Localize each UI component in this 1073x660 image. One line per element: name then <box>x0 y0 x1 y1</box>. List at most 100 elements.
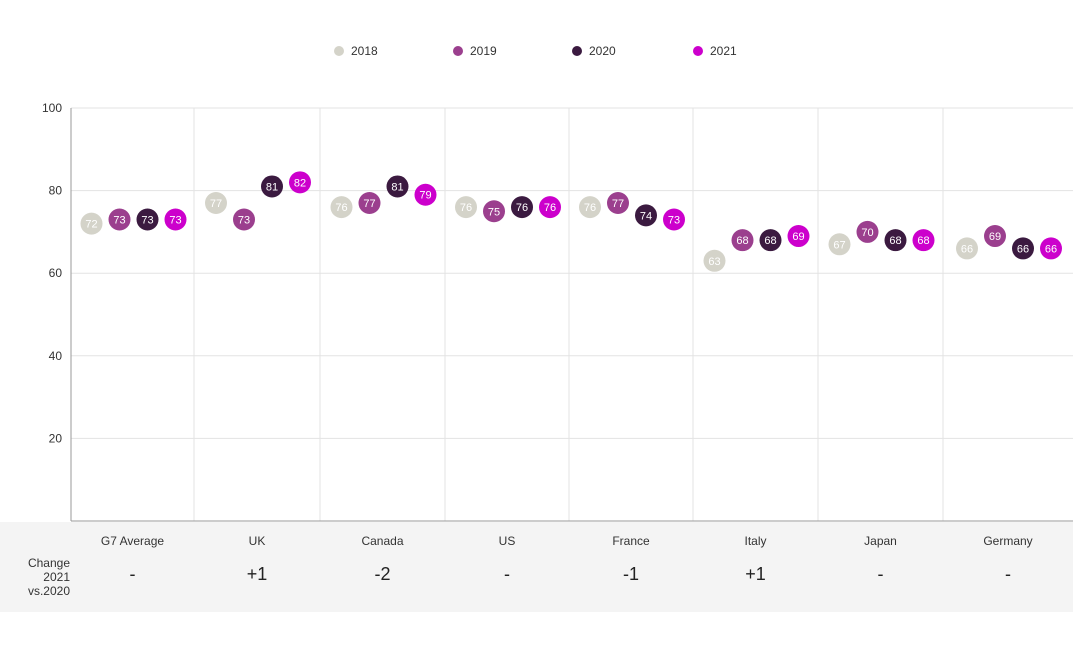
data-label: 73 <box>141 215 153 227</box>
data-label: 67 <box>833 239 845 251</box>
legend-item: 2020 <box>572 44 616 58</box>
data-point <box>108 208 131 231</box>
category-label: Germany <box>983 534 1033 548</box>
data-label: 81 <box>266 181 278 193</box>
data-label: 68 <box>764 235 776 247</box>
change-value: - <box>504 564 510 584</box>
data-point <box>759 229 782 252</box>
data-point <box>261 175 283 198</box>
y-tick-label: 20 <box>49 431 63 445</box>
change-title-line2: 2021 vs.2020 <box>27 570 70 598</box>
data-point <box>386 175 409 198</box>
change-value: +1 <box>745 564 766 584</box>
y-tick-label: 100 <box>42 101 62 115</box>
change-title: Change 2021 vs.2020 <box>0 556 70 598</box>
change-value: -1 <box>622 564 639 584</box>
data-label: 77 <box>612 198 624 210</box>
legend-label: 2021 <box>710 44 737 58</box>
category-label: Canada <box>361 534 404 548</box>
category-label: Italy <box>744 534 767 548</box>
legend-label: 2020 <box>589 44 616 58</box>
data-label: 75 <box>488 206 500 218</box>
data-point <box>136 208 159 231</box>
data-label: 73 <box>169 215 181 227</box>
data-point <box>635 204 657 227</box>
data-label: 76 <box>516 202 528 214</box>
change-value: +1 <box>246 564 268 584</box>
data-point <box>663 208 685 231</box>
change-band: Change 2021 vs.2020 G7 Average - UK +1 Canad… <box>0 522 1073 612</box>
data-point <box>731 229 754 252</box>
legend-item: 2019 <box>453 44 497 58</box>
data-point <box>703 249 726 272</box>
data-label: 73 <box>238 215 250 227</box>
category-label: UK <box>248 534 266 548</box>
data-point <box>828 233 851 256</box>
data-label: 66 <box>1017 243 1029 255</box>
y-tick-label: 80 <box>49 184 63 198</box>
data-label: 68 <box>889 235 901 247</box>
legend-swatch <box>693 46 703 56</box>
legend-item: 2018 <box>334 44 378 58</box>
data-point <box>80 212 103 235</box>
data-point <box>289 171 311 194</box>
data-label: 70 <box>861 227 873 239</box>
data-label: 68 <box>917 235 929 247</box>
data-point <box>787 225 810 248</box>
data-label: 77 <box>363 198 375 210</box>
data-point <box>539 196 561 219</box>
data-point <box>984 225 1006 248</box>
data-point <box>856 220 879 243</box>
data-label: 76 <box>544 202 556 214</box>
chart-plot: 20 40 60 80 100 72 77 76 76 76 63 67 66 73 73 77 75 77 68 7… <box>42 101 1073 522</box>
data-point <box>483 200 505 223</box>
data-point <box>607 191 629 214</box>
data-label: 66 <box>961 243 973 255</box>
change-value: - <box>129 564 136 584</box>
data-label: 73 <box>113 215 125 227</box>
data-label: 76 <box>335 202 347 214</box>
change-value: -2 <box>374 564 391 584</box>
category-label: G7 Average <box>100 534 165 548</box>
data-label: 73 <box>668 215 680 227</box>
data-label: 63 <box>708 256 720 268</box>
data-label: 74 <box>640 210 652 222</box>
data-point <box>884 229 907 252</box>
legend-item: 2021 <box>693 44 737 58</box>
data-label: 72 <box>85 219 97 231</box>
data-label: 76 <box>460 202 472 214</box>
legend-label: 2018 <box>351 44 378 58</box>
data-label: 69 <box>989 231 1001 243</box>
data-point <box>233 208 255 231</box>
category-label: US <box>498 534 516 548</box>
change-value: - <box>877 564 884 584</box>
data-label: 81 <box>391 181 403 193</box>
data-point <box>164 208 187 231</box>
change-title-line1: Change <box>27 556 70 570</box>
data-label: 82 <box>294 177 306 189</box>
legend-swatch <box>453 46 463 56</box>
data-label: 76 <box>584 202 596 214</box>
data-point <box>956 237 978 260</box>
change-value: - <box>1005 564 1011 584</box>
data-point <box>1012 237 1034 260</box>
data-label: 77 <box>210 198 222 210</box>
legend-swatch <box>572 46 582 56</box>
data-label: 68 <box>736 235 748 247</box>
data-label: 79 <box>419 190 431 202</box>
data-label: 69 <box>792 231 804 243</box>
data-point <box>1040 237 1062 260</box>
data-point <box>205 191 227 214</box>
category-label: Japan <box>864 534 897 548</box>
legend-label: 2019 <box>470 44 497 58</box>
legend: 2018 2019 2020 2021 <box>0 44 1073 62</box>
data-point <box>455 196 477 219</box>
legend-swatch <box>334 46 344 56</box>
data-point <box>511 196 533 219</box>
data-point <box>579 196 601 219</box>
data-label: 66 <box>1045 243 1057 255</box>
y-tick-label: 60 <box>49 266 63 280</box>
data-point <box>414 183 437 206</box>
data-point <box>358 191 381 214</box>
data-point <box>912 229 935 252</box>
